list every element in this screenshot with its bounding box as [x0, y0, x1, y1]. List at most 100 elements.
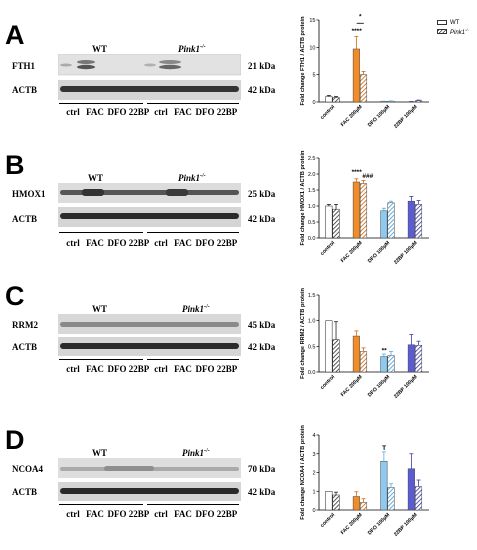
bar — [415, 486, 423, 511]
significance-label: **** — [352, 28, 363, 35]
blot-label-actb: ACTB — [12, 487, 38, 497]
legend-label-pink1: Pink1-/- — [450, 27, 469, 36]
bar — [407, 200, 415, 239]
bar — [387, 487, 395, 511]
blot-label-actb: ACTB — [12, 85, 38, 95]
legend-item-pink1: Pink1-/- — [437, 27, 469, 36]
lane-divider — [147, 359, 239, 361]
bar — [325, 96, 333, 103]
lane-label: FAC — [174, 107, 192, 117]
western-blot-image — [58, 314, 241, 356]
lane-label: ctrl — [154, 509, 168, 519]
x-category-label: control — [319, 240, 336, 257]
y-tick-label: 5 — [312, 73, 315, 79]
bar — [360, 502, 368, 511]
x-category-label: DFO 100µM — [367, 104, 391, 128]
bar — [387, 355, 395, 373]
lane-label: DFO — [195, 238, 215, 248]
genotype-wt-label: WT — [88, 173, 104, 183]
lane-label: FAC — [174, 509, 192, 519]
y-tick-label: 2.5 — [308, 156, 316, 162]
western-blot-image — [58, 54, 241, 100]
lane-label: FAC — [86, 509, 104, 519]
y-tick-label: 1.0 — [308, 319, 316, 325]
blot-label-actb: ACTB — [12, 342, 38, 352]
y-tick-label: 0.0 — [308, 370, 316, 376]
lane-label: FAC — [174, 364, 192, 374]
lane-label: ctrl — [66, 107, 80, 117]
lane-divider — [59, 504, 143, 506]
genotype-pink1-label: Pink1-/- — [182, 304, 210, 314]
bar — [415, 204, 423, 239]
lane-label: ctrl — [154, 107, 168, 117]
x-category-label: control — [319, 104, 336, 121]
x-category-label: DFO 100µM — [367, 374, 391, 398]
y-axis-label: Fold change HMOX1 / ACTB protein — [300, 150, 306, 245]
y-tick-label: 10 — [309, 45, 315, 51]
lane-label: 22BP — [128, 509, 150, 519]
y-tick-label: 0.5 — [308, 220, 316, 226]
lane-label: ctrl — [66, 238, 80, 248]
x-category-label: DFO 100µM — [367, 240, 391, 264]
genotype-wt-label: WT — [92, 304, 108, 314]
lane-label: 22BP — [128, 238, 150, 248]
y-tick-label: 1.5 — [308, 293, 316, 299]
bar — [360, 351, 368, 373]
y-tick-label: 1 — [312, 489, 315, 495]
blot-label-target: FTH1 — [12, 61, 36, 71]
y-axis-label: Fold change NCOA4 / ACTB protein — [300, 425, 306, 520]
bar — [352, 181, 360, 239]
bar-chart-ncoa4: 0 1 2 3 4 Fold change NCOA4 / ACTB protein con… — [300, 425, 429, 538]
genotype-pink1-label: Pink1-/- — [178, 173, 206, 183]
lane-divider — [147, 504, 239, 506]
lane-label: FAC — [86, 107, 104, 117]
x-category-label: 22BP 100µM — [393, 104, 419, 130]
x-category-label: FAC 200µM — [340, 104, 364, 128]
panel-letter: C — [5, 281, 25, 311]
y-tick-label: 1.5 — [308, 188, 316, 194]
x-category-label: FAC 200µM — [340, 374, 364, 398]
legend-item-wt: WT — [437, 18, 469, 27]
kda-label-target: 25 kDa — [248, 189, 276, 199]
y-tick-label: 4 — [312, 433, 315, 439]
significance-label: * — [359, 13, 362, 20]
blot-label-actb: ACTB — [12, 214, 38, 224]
significance-label: ### — [362, 173, 373, 180]
bar — [332, 97, 340, 103]
bar — [407, 344, 415, 373]
lane-divider — [59, 359, 143, 361]
genotype-wt-label: WT — [92, 44, 108, 54]
kda-label-target: 21 kDa — [248, 61, 276, 71]
kda-label-actb: 42 kDa — [248, 342, 276, 352]
legend-swatch-hatched — [437, 29, 447, 34]
bar — [407, 468, 415, 511]
lane-label: 22BP — [128, 364, 150, 374]
kda-label-actb: 42 kDa — [248, 214, 276, 224]
bar — [380, 356, 388, 373]
bar — [387, 202, 395, 239]
y-tick-label: 1.0 — [308, 204, 316, 210]
y-tick-label: 2 — [312, 471, 315, 477]
lane-label: DFO — [107, 107, 127, 117]
y-tick-label: 0 — [312, 100, 315, 106]
bar — [352, 335, 360, 373]
kda-label-actb: 42 kDa — [248, 85, 276, 95]
lane-label: 22BP — [216, 238, 238, 248]
lane-label: 22BP — [216, 509, 238, 519]
y-tick-label: 3 — [312, 452, 315, 458]
lane-label: ctrl — [154, 364, 168, 374]
y-tick-label: 15 — [309, 18, 315, 24]
genotype-pink1-label: Pink1-/- — [178, 44, 206, 54]
legend-swatch-white — [437, 20, 447, 25]
bar — [415, 100, 423, 103]
x-category-label: 22BP 100µM — [393, 512, 419, 538]
bar — [352, 496, 360, 511]
blot-label-target: RRM2 — [12, 320, 38, 330]
panel-letter: D — [5, 425, 25, 455]
bar — [380, 210, 388, 239]
western-blot-image — [58, 183, 241, 227]
bar — [360, 74, 368, 103]
lane-divider — [59, 232, 143, 234]
